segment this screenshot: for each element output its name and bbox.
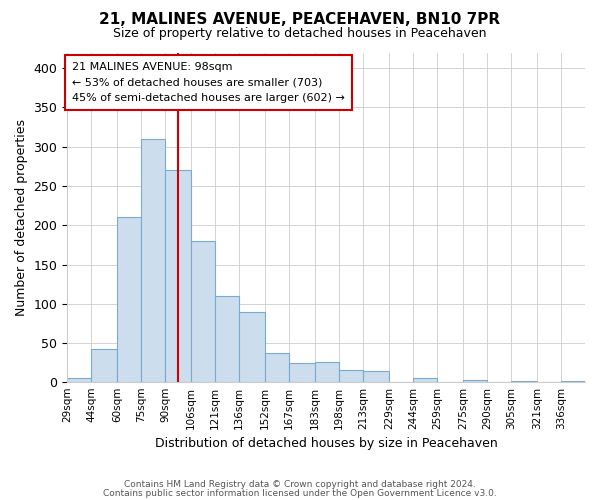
Bar: [165, 170, 191, 382]
Text: Size of property relative to detached houses in Peacehaven: Size of property relative to detached ho…: [113, 28, 487, 40]
Bar: [289, 362, 315, 382]
Text: 21, MALINES AVENUE, PEACEHAVEN, BN10 7PR: 21, MALINES AVENUE, PEACEHAVEN, BN10 7PR: [100, 12, 500, 28]
X-axis label: Distribution of detached houses by size in Peacehaven: Distribution of detached houses by size …: [155, 437, 497, 450]
Text: 21 MALINES AVENUE: 98sqm
← 53% of detached houses are smaller (703)
45% of semi-: 21 MALINES AVENUE: 98sqm ← 53% of detach…: [72, 62, 345, 103]
Bar: [265, 352, 289, 382]
Bar: [463, 380, 487, 382]
Text: Contains HM Land Registry data © Crown copyright and database right 2024.: Contains HM Land Registry data © Crown c…: [124, 480, 476, 489]
Bar: [339, 370, 363, 382]
Text: Contains public sector information licensed under the Open Government Licence v3: Contains public sector information licen…: [103, 489, 497, 498]
Bar: [191, 241, 215, 382]
Bar: [215, 296, 239, 382]
Y-axis label: Number of detached properties: Number of detached properties: [15, 119, 28, 316]
Bar: [363, 372, 389, 382]
Bar: [67, 378, 91, 382]
Bar: [413, 378, 437, 382]
Bar: [91, 350, 117, 382]
Bar: [315, 362, 339, 382]
Bar: [239, 312, 265, 382]
Bar: [117, 218, 141, 382]
Bar: [511, 381, 537, 382]
Bar: [141, 139, 165, 382]
Bar: [561, 381, 585, 382]
